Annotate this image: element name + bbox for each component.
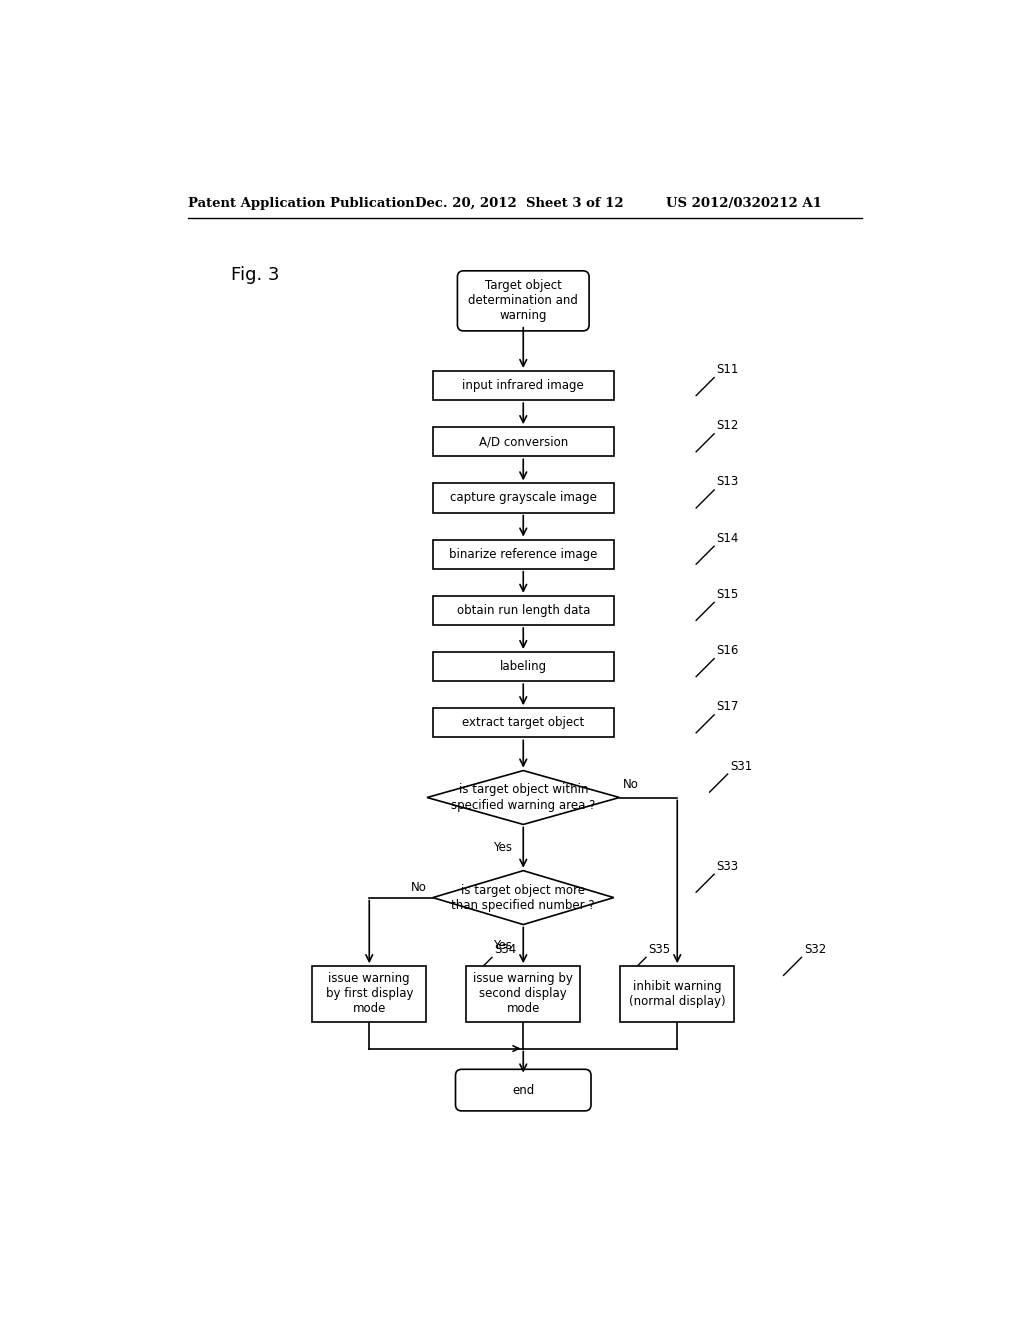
Text: S12: S12 xyxy=(717,420,739,432)
Text: S15: S15 xyxy=(717,587,738,601)
Bar xyxy=(433,371,613,400)
Text: S34: S34 xyxy=(495,942,516,956)
Text: binarize reference image: binarize reference image xyxy=(450,548,597,561)
Text: Patent Application Publication: Patent Application Publication xyxy=(188,197,415,210)
Bar xyxy=(433,428,613,457)
Bar xyxy=(621,966,734,1022)
Text: S31: S31 xyxy=(730,759,753,772)
Text: S11: S11 xyxy=(717,363,739,376)
Text: capture grayscale image: capture grayscale image xyxy=(450,491,597,504)
Text: S16: S16 xyxy=(717,644,739,657)
Text: Target object
determination and
warning: Target object determination and warning xyxy=(468,280,579,322)
Text: Dec. 20, 2012  Sheet 3 of 12: Dec. 20, 2012 Sheet 3 of 12 xyxy=(416,197,624,210)
Text: S13: S13 xyxy=(717,475,738,488)
Text: issue warning
by first display
mode: issue warning by first display mode xyxy=(326,973,413,1015)
Text: S32: S32 xyxy=(804,942,826,956)
Polygon shape xyxy=(433,871,613,924)
Bar xyxy=(433,540,613,569)
Text: inhibit warning
(normal display): inhibit warning (normal display) xyxy=(629,979,726,1008)
FancyBboxPatch shape xyxy=(458,271,589,331)
Bar xyxy=(433,483,613,512)
Bar xyxy=(433,595,613,626)
Text: S17: S17 xyxy=(717,701,739,713)
Text: S14: S14 xyxy=(717,532,739,545)
Text: labeling: labeling xyxy=(500,660,547,673)
Bar xyxy=(466,966,581,1022)
FancyBboxPatch shape xyxy=(456,1069,591,1111)
Text: Yes: Yes xyxy=(493,939,512,952)
Text: S33: S33 xyxy=(717,859,738,873)
Text: Fig. 3: Fig. 3 xyxy=(230,267,280,284)
Text: extract target object: extract target object xyxy=(462,717,585,730)
Text: Yes: Yes xyxy=(493,841,512,854)
Text: US 2012/0320212 A1: US 2012/0320212 A1 xyxy=(666,197,821,210)
Bar xyxy=(433,708,613,738)
Text: is target object within
specified warning area ?: is target object within specified warnin… xyxy=(452,784,595,812)
Bar xyxy=(312,966,426,1022)
Text: S35: S35 xyxy=(648,942,671,956)
Text: No: No xyxy=(624,779,639,792)
Text: is target object more
than specified number ?: is target object more than specified num… xyxy=(452,883,595,912)
Text: end: end xyxy=(512,1084,535,1097)
Text: No: No xyxy=(411,880,427,894)
Text: input infrared image: input infrared image xyxy=(463,379,584,392)
Text: A/D conversion: A/D conversion xyxy=(478,436,568,449)
Bar xyxy=(433,652,613,681)
Polygon shape xyxy=(427,771,620,825)
Text: issue warning by
second display
mode: issue warning by second display mode xyxy=(473,973,573,1015)
Text: obtain run length data: obtain run length data xyxy=(457,603,590,616)
